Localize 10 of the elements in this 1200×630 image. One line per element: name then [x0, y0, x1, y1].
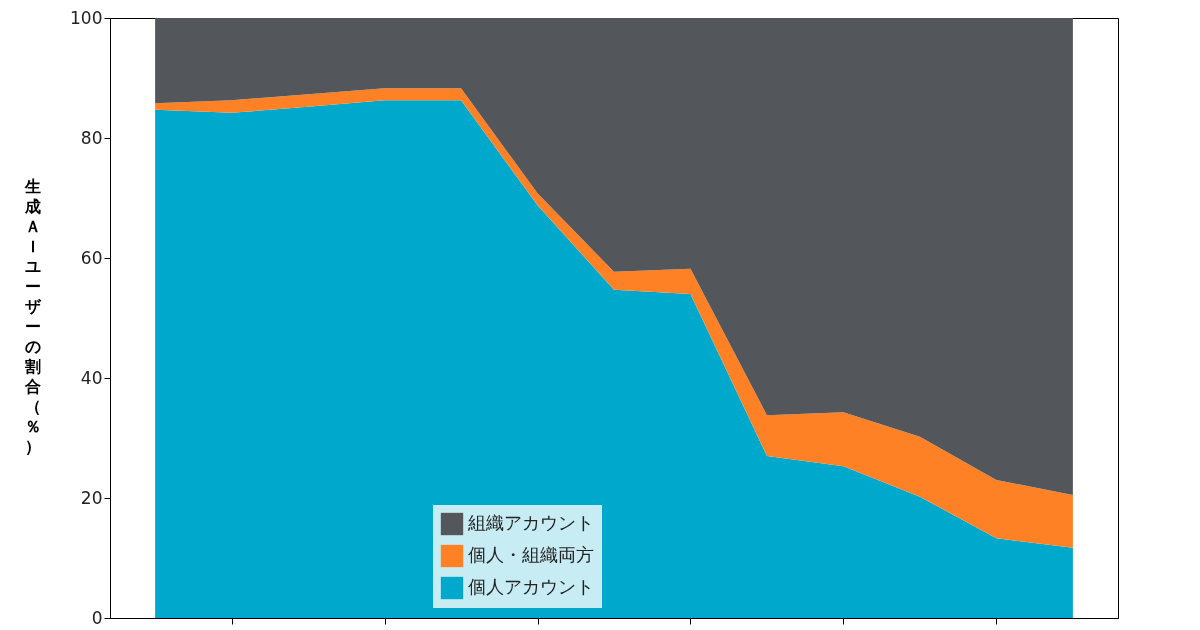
y-tick-label: 40: [80, 367, 103, 388]
y-tick-label: 100: [70, 7, 103, 28]
legend-label: 個人アカウント: [468, 576, 594, 597]
text: 生成ＡＩユーザーの割合（％）: [24, 176, 41, 456]
legend-label: 組織アカウント: [467, 512, 594, 533]
y-tick-label: 80: [80, 127, 103, 148]
y-tick-label: 60: [80, 247, 103, 268]
y-tick-label: 20: [80, 487, 103, 508]
legend-label: 個人・組織両方: [468, 544, 594, 565]
y-tick-label: 0: [91, 607, 103, 628]
